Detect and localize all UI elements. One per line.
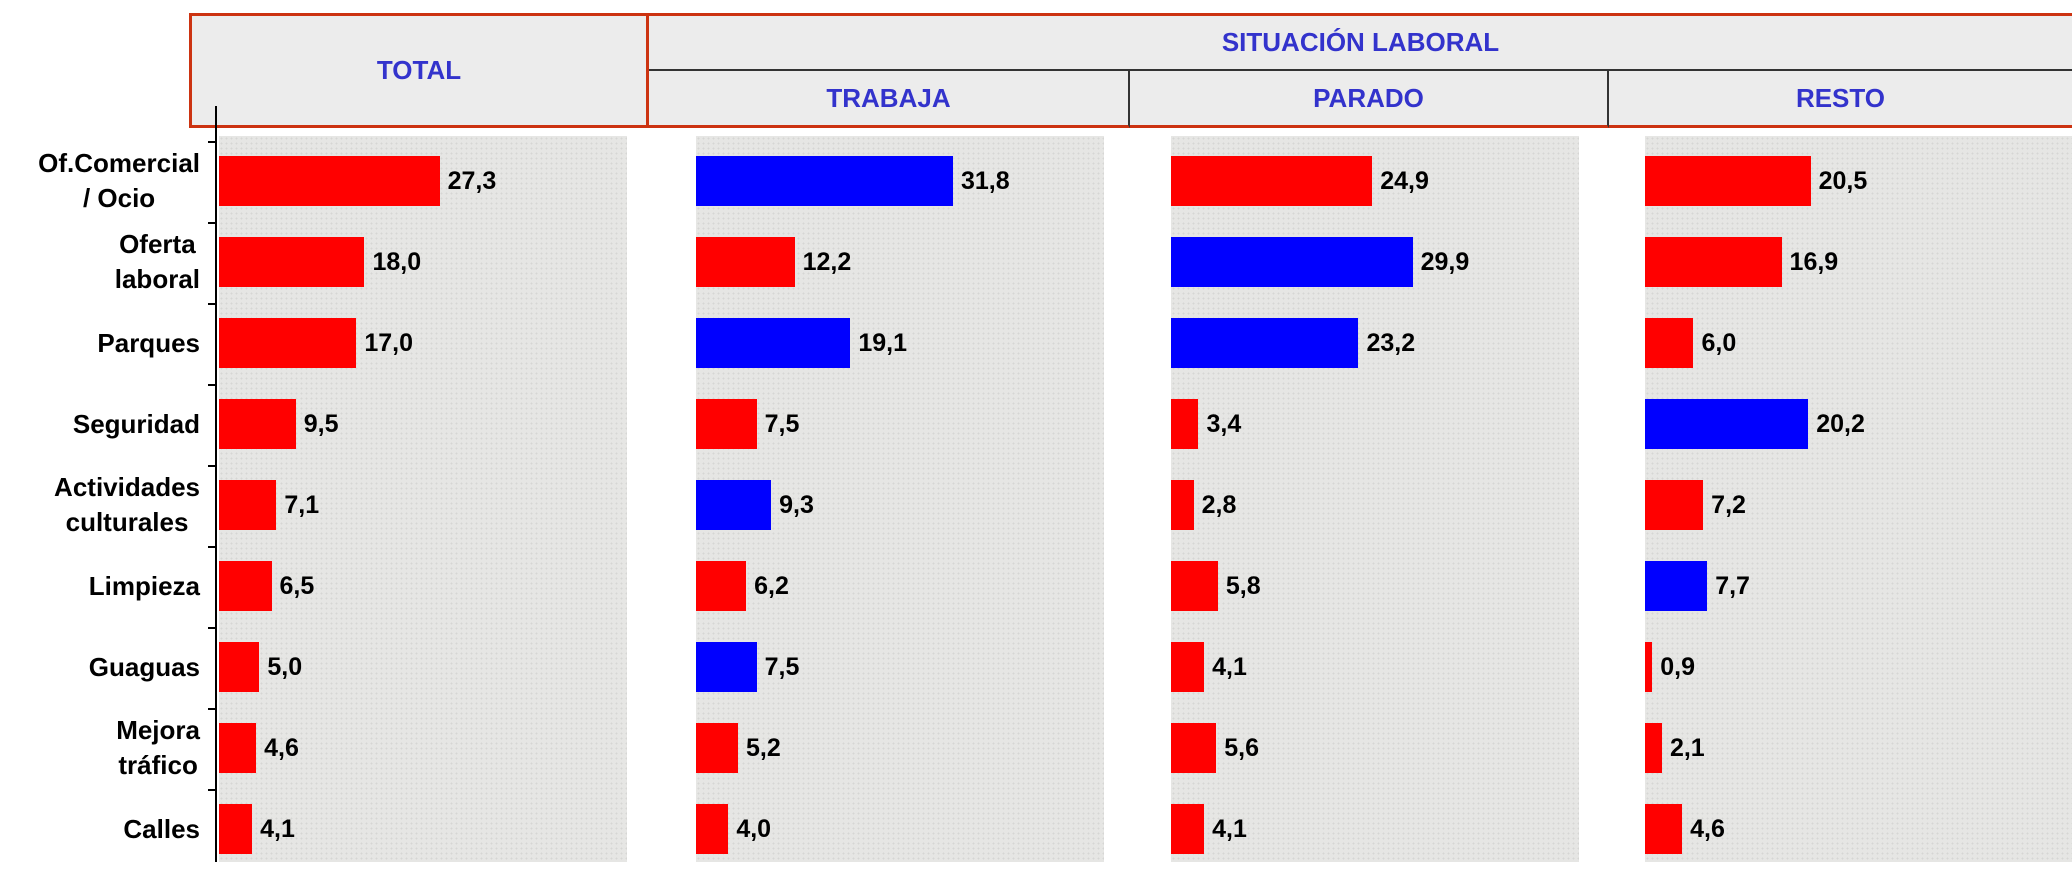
bar — [219, 804, 253, 854]
tick — [208, 383, 216, 386]
value-label: 0,9 — [1660, 653, 1696, 681]
y-axis — [215, 106, 217, 862]
bar — [696, 399, 757, 449]
value-label: 7,5 — [764, 653, 800, 681]
bar — [219, 642, 260, 692]
category-label: Seguridad — [72, 408, 200, 439]
bar — [696, 804, 729, 854]
bar — [1171, 156, 1373, 206]
bar — [1171, 642, 1205, 692]
bar — [1171, 804, 1205, 854]
value-label: 5,2 — [746, 734, 781, 762]
value-label: 2,1 — [1669, 734, 1705, 762]
bar — [219, 156, 440, 206]
value-label: 4,1 — [260, 815, 295, 843]
bar — [1171, 237, 1413, 287]
tick — [208, 626, 216, 629]
value-label: 7,7 — [1715, 572, 1750, 600]
bar — [1645, 318, 1694, 368]
bar — [1645, 399, 1809, 449]
tick — [208, 302, 216, 305]
bar — [1171, 723, 1217, 773]
header-group: SITUACIÓN LABORAL — [649, 13, 2072, 71]
category-label: Calles — [123, 813, 200, 844]
tick — [208, 788, 216, 791]
value-label: 4,1 — [1212, 815, 1247, 843]
value-label: 9,5 — [303, 410, 339, 438]
value-label: 4,6 — [1690, 815, 1725, 843]
bar — [1645, 561, 1708, 611]
bar — [1645, 804, 1683, 854]
value-label: 7,1 — [284, 491, 320, 519]
bar — [219, 399, 296, 449]
value-label: 5,0 — [267, 653, 303, 681]
category-label: Guaguas — [88, 651, 200, 682]
bar — [1171, 318, 1359, 368]
bar — [1645, 237, 1782, 287]
value-label: 17,0 — [364, 329, 414, 357]
tick — [208, 221, 216, 224]
bar — [219, 237, 365, 287]
value-label: 6,2 — [754, 572, 789, 600]
bar — [696, 156, 953, 206]
value-label: 5,8 — [1225, 572, 1261, 600]
value-label: 18,0 — [372, 248, 422, 276]
value-label: 12,2 — [802, 248, 852, 276]
value-label: 6,5 — [279, 572, 315, 600]
category-label: Of.Comercial / Ocio — [38, 148, 200, 213]
bar — [1171, 480, 1194, 530]
bar — [1645, 156, 1811, 206]
category-label: Mejora tráfico — [116, 715, 200, 780]
value-label: 16,9 — [1789, 248, 1839, 276]
category-label: Parques — [97, 327, 200, 358]
bar — [219, 318, 357, 368]
bar — [1645, 723, 1662, 773]
value-label: 7,5 — [764, 410, 800, 438]
value-label: 23,2 — [1366, 329, 1416, 357]
tick — [208, 545, 216, 548]
value-label: 4,1 — [1212, 653, 1247, 681]
bar — [219, 723, 257, 773]
bar — [219, 561, 272, 611]
tick — [208, 464, 216, 467]
value-label: 20,5 — [1818, 167, 1868, 195]
bar — [696, 723, 739, 773]
value-label: 27,3 — [447, 167, 497, 195]
header-col: TRABAJA — [649, 71, 1130, 128]
header-col: PARADO — [1130, 71, 1609, 128]
value-label: 24,9 — [1380, 167, 1429, 195]
bar — [696, 480, 772, 530]
bar — [1645, 480, 1704, 530]
bar — [1171, 399, 1199, 449]
bar — [696, 642, 757, 692]
value-label: 4,0 — [736, 815, 772, 843]
tick — [208, 140, 216, 143]
value-label: 2,8 — [1201, 491, 1237, 519]
bar — [1645, 642, 1653, 692]
header-total: TOTAL — [189, 13, 649, 128]
bar — [696, 318, 851, 368]
bar — [696, 561, 747, 611]
bar — [696, 237, 795, 287]
tick — [208, 707, 216, 710]
bar — [1171, 561, 1218, 611]
bar — [219, 480, 277, 530]
value-label: 6,0 — [1701, 329, 1737, 357]
header-col: RESTO — [1609, 71, 2072, 128]
value-label: 19,1 — [858, 329, 907, 357]
value-label: 4,6 — [264, 734, 299, 762]
value-label: 20,2 — [1816, 410, 1865, 438]
value-label: 3,4 — [1206, 410, 1242, 438]
value-label: 9,3 — [779, 491, 814, 519]
category-label: Limpieza — [88, 570, 200, 601]
value-label: 29,9 — [1420, 248, 1470, 276]
value-label: 31,8 — [960, 167, 1010, 195]
category-label: Oferta laboral — [114, 229, 200, 294]
value-label: 7,2 — [1711, 491, 1746, 519]
category-label: Actividades culturales — [54, 472, 200, 537]
value-label: 5,6 — [1224, 734, 1259, 762]
